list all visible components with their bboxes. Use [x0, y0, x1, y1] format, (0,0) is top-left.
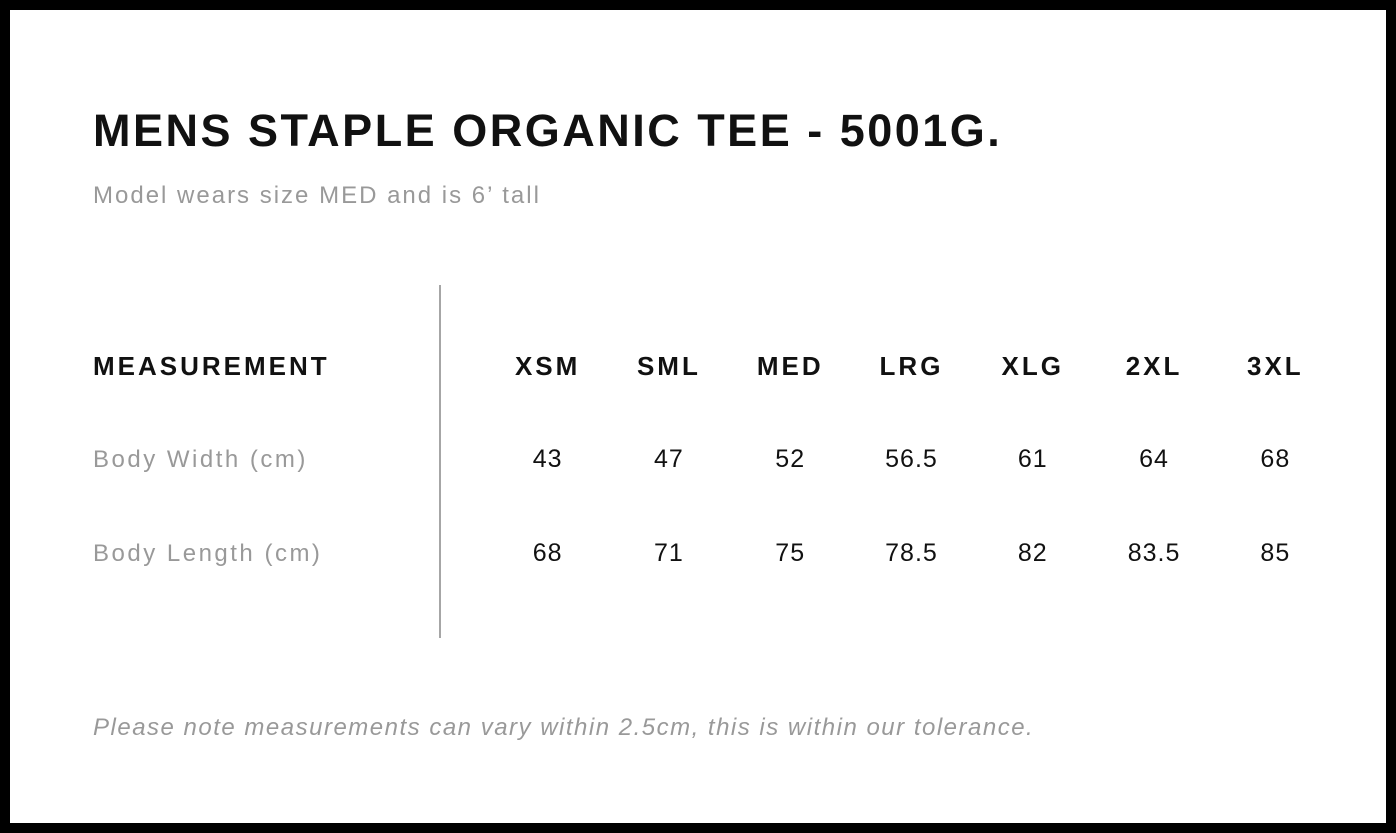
body-length-lrg: 78.5 — [885, 539, 938, 567]
body-width-3xl: 68 — [1260, 445, 1291, 473]
size-header-sml: SML — [636, 351, 701, 381]
body-length-2xl: 83.5 — [1127, 539, 1181, 567]
body-length-med: 75 — [775, 539, 806, 567]
row-label: Body Width (cm) — [93, 446, 308, 473]
body-width-lrg: 56.5 — [885, 445, 938, 473]
size-header-xlg: XLG — [1001, 351, 1064, 381]
body-width-xsm: 43 — [532, 445, 563, 473]
table-row-body-length: Body Length (cm) 68 71 75 78.5 82 83.5 8… — [93, 539, 1336, 568]
body-width-2xl: 64 — [1139, 445, 1169, 473]
body-length-xlg: 82 — [1017, 539, 1048, 567]
body-width-sml: 47 — [654, 445, 684, 473]
body-width-xlg: 61 — [1017, 445, 1048, 473]
size-header-3xl: 3XL — [1246, 351, 1304, 381]
model-size-note: Model wears size MED and is 6’ tall — [93, 182, 541, 209]
measurement-column-header: MEASUREMENT — [93, 351, 330, 381]
row-label: Body Length (cm) — [93, 540, 323, 567]
vertical-divider — [439, 285, 441, 638]
page-title: MENS STAPLE ORGANIC TEE - 5001G. — [93, 105, 1003, 156]
table-header-row: MEASUREMENT XSM SML MED LRG XLG 2XL 3XL — [93, 351, 1336, 382]
size-header-med: MED — [756, 351, 824, 381]
size-header-2xl: 2XL — [1125, 351, 1183, 381]
body-length-xsm: 68 — [532, 539, 563, 567]
size-header-xsm: XSM — [514, 351, 581, 381]
table-row-body-width: Body Width (cm) 43 47 52 56.5 61 64 68 — [93, 445, 1336, 474]
body-width-med: 52 — [775, 445, 806, 473]
size-header-lrg: LRG — [879, 351, 944, 381]
body-length-sml: 71 — [654, 539, 684, 567]
body-length-3xl: 85 — [1260, 539, 1291, 567]
tolerance-note: Please note measurements can vary within… — [93, 714, 1035, 741]
